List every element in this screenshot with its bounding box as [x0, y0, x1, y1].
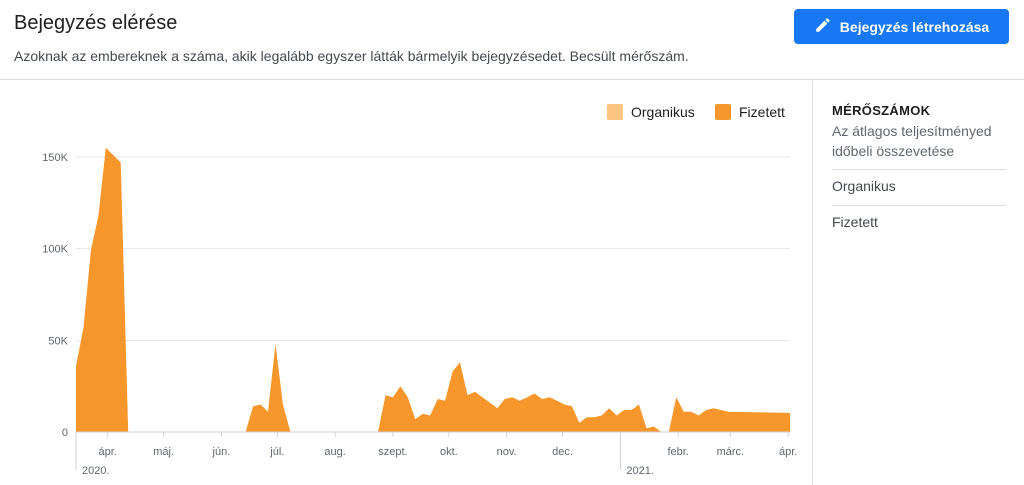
x-tick-label: okt. — [440, 446, 458, 458]
metrics-heading: MÉRŐSZÁMOK — [832, 103, 931, 118]
paid-area-tail — [728, 411, 790, 432]
y-tick-label: 150K — [42, 152, 68, 164]
x-tick-label: jún. — [212, 446, 231, 458]
y-tick-label: 0 — [62, 427, 68, 439]
pencil-icon — [814, 16, 832, 37]
page-title: Bejegyzés elérése — [14, 12, 178, 34]
metrics-panel: MÉRŐSZÁMOK Az átlagos teljesítményed idő… — [812, 81, 1024, 485]
organic-swatch — [607, 104, 623, 120]
create-post-button[interactable]: Bejegyzés létrehozása — [794, 9, 1009, 44]
paid-swatch — [715, 104, 731, 120]
x-tick-label: aug. — [324, 446, 345, 458]
page-subtitle: Azoknak az embereknek a száma, akik lega… — [14, 48, 689, 64]
x-tick-label: febr. — [667, 446, 688, 458]
legend-organic-label: Organikus — [631, 104, 695, 120]
create-post-label: Bejegyzés létrehozása — [839, 18, 990, 35]
y-tick-label: 50K — [48, 335, 68, 347]
x-tick-label: júl. — [269, 446, 284, 458]
x-tick-label: szept. — [378, 446, 407, 458]
x-tick-label: dec. — [552, 446, 573, 458]
y-tick-label: 100K — [42, 244, 68, 256]
metrics-description: Az átlagos teljesítményed időbeli összev… — [832, 123, 992, 159]
reach-chart: 0 50K 100K 150K ápr. máj. jún. júl. aug. szept. ok… — [42, 147, 797, 477]
x-tick-label: nov. — [497, 446, 517, 458]
legend-paid[interactable]: Fizetett — [715, 104, 785, 120]
year-label: 2021. — [626, 465, 654, 477]
x-tick-label: ápr. — [779, 446, 797, 458]
legend-paid-label: Fizetett — [739, 104, 785, 120]
metric-paid[interactable]: Fizetett — [832, 205, 1006, 230]
legend-organic[interactable]: Organikus — [607, 104, 695, 120]
paid-area — [76, 147, 729, 433]
page-header: Bejegyzés elérése Azoknak az embereknek … — [0, 0, 1024, 80]
x-tick-label: máj. — [153, 446, 174, 458]
x-tick-label: márc. — [717, 446, 745, 458]
year-label: 2020. — [82, 465, 110, 477]
metric-organic[interactable]: Organikus — [832, 169, 1006, 194]
x-tick-label: ápr. — [99, 446, 117, 458]
